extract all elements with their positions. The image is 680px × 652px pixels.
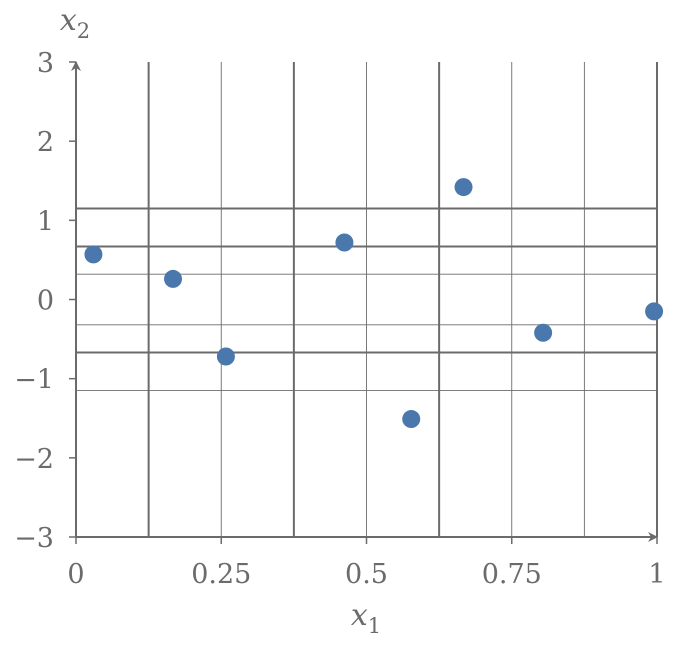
y-tick-label: 0: [37, 286, 54, 317]
data-point: [216, 347, 235, 366]
data-point: [534, 323, 553, 342]
y-tick-label: 1: [37, 206, 54, 237]
y-tick-label: −2: [14, 444, 54, 475]
points-layer: [84, 178, 664, 429]
y-tick-label: −3: [14, 523, 54, 554]
y-axis-title: x2: [60, 3, 90, 43]
x-tick-label: 1: [648, 559, 665, 590]
x-tick-label: 0.25: [191, 559, 251, 590]
y-tick-label: 2: [37, 127, 54, 158]
data-point: [84, 245, 103, 264]
grid-layer: [76, 62, 658, 537]
ticks-layer: [69, 61, 658, 544]
x-tick-label: 0: [67, 559, 84, 590]
data-point: [335, 233, 354, 252]
data-point: [454, 178, 473, 197]
y-tick-label: −1: [14, 365, 54, 396]
y-tick-label: 3: [37, 48, 54, 79]
x-tick-label: 0.5: [345, 559, 388, 590]
data-point: [164, 269, 183, 288]
x-axis-title: x1: [351, 598, 381, 638]
labels-layer: 0 0.25 0.5 0.75 1 3 2 1 0 −1 −2 −3 x1 x2: [14, 3, 665, 638]
x-tick-label: 0.75: [482, 559, 542, 590]
data-point: [645, 302, 664, 321]
data-point: [402, 410, 421, 429]
